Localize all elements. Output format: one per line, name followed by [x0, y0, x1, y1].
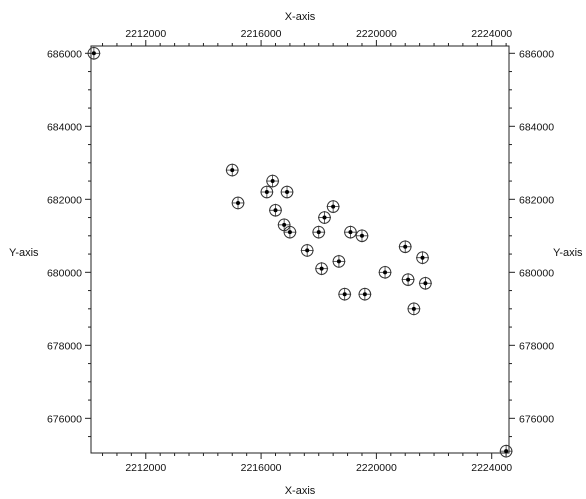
- data-point: [266, 174, 280, 188]
- data-point: [338, 287, 352, 301]
- y-tick-label-left: 686000: [47, 48, 82, 60]
- data-point: [355, 229, 369, 243]
- y-tick-label-right: 676000: [519, 413, 554, 425]
- data-point: [326, 200, 340, 214]
- data-point: [358, 287, 372, 301]
- points-group: [87, 46, 513, 458]
- x-tick-label-top: 2220000: [356, 28, 397, 40]
- data-point: [416, 251, 430, 265]
- x-tick-label-bottom: 2212000: [125, 462, 166, 474]
- data-point: [378, 265, 392, 279]
- data-point: [300, 243, 314, 257]
- data-point: [332, 254, 346, 268]
- y-tick-label-left: 684000: [47, 121, 82, 133]
- data-point: [499, 444, 513, 458]
- data-point: [398, 240, 412, 254]
- data-point: [318, 211, 332, 225]
- tick-labels-group: 2212000 2212000 2216000 2216000 2220000 22200…: [47, 28, 554, 474]
- y-axis-title-right: Y-axis: [553, 247, 583, 259]
- data-point: [401, 273, 415, 287]
- x-tick-label-top: 2224000: [471, 28, 512, 40]
- data-point: [280, 185, 294, 199]
- x-tick-label-top: 2212000: [125, 28, 166, 40]
- y-tick-label-right: 678000: [519, 340, 554, 352]
- y-tick-label-right: 684000: [519, 121, 554, 133]
- data-point: [225, 163, 239, 177]
- y-tick-label-left: 676000: [47, 413, 82, 425]
- x-axis-title-bottom: X-axis: [285, 485, 316, 497]
- data-point: [268, 203, 282, 217]
- data-point: [315, 262, 329, 276]
- x-axis-title-top: X-axis: [285, 11, 316, 23]
- ticks-group: [85, 40, 515, 459]
- plot-frame: [90, 45, 510, 454]
- x-tick-label-top: 2216000: [241, 28, 282, 40]
- y-tick-label-left: 680000: [47, 267, 82, 279]
- data-point: [231, 196, 245, 210]
- data-point: [418, 276, 432, 290]
- y-tick-label-left: 682000: [47, 194, 82, 206]
- data-point: [87, 46, 101, 60]
- x-tick-label-bottom: 2224000: [471, 462, 512, 474]
- y-tick-label-right: 682000: [519, 194, 554, 206]
- data-point: [260, 185, 274, 199]
- y-tick-label-right: 680000: [519, 267, 554, 279]
- data-point: [312, 225, 326, 239]
- data-point: [277, 218, 291, 232]
- data-point: [407, 302, 421, 316]
- y-axis-title-left: Y-axis: [9, 247, 39, 259]
- x-tick-label-bottom: 2220000: [356, 462, 397, 474]
- x-tick-label-bottom: 2216000: [241, 462, 282, 474]
- data-point: [283, 225, 297, 239]
- y-tick-label-right: 686000: [519, 48, 554, 60]
- y-tick-label-left: 678000: [47, 340, 82, 352]
- data-point: [343, 225, 357, 239]
